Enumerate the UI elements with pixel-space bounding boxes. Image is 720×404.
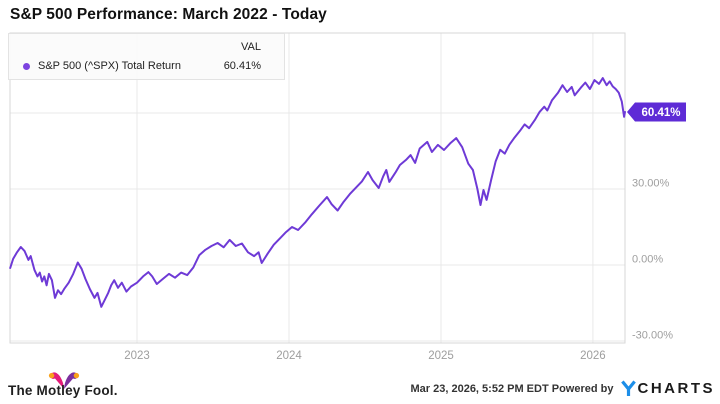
y-tick-label: 0.00%	[632, 254, 663, 266]
chart-attribution: Mar 23, 2026, 5:52 PM EDT Powered by CHA…	[411, 380, 716, 397]
x-tick-label: 2026	[580, 350, 606, 362]
value-tag-label: 60.41%	[641, 107, 680, 119]
y-tick-label: 30.00%	[632, 178, 670, 190]
value-tag	[627, 102, 686, 122]
legend-series-label: S&P 500 (^SPX) Total Return	[38, 60, 181, 72]
legend-series-value: 60.41%	[223, 60, 261, 72]
page-title: S&P 500 Performance: March 2022 - Today	[10, 6, 327, 23]
x-tick-label: 2023	[124, 350, 150, 362]
y-tick-label: -30.00%	[632, 330, 673, 342]
brand-wordmark: The Motley Fool.	[8, 383, 118, 398]
legend-header-row: VAL	[9, 39, 284, 55]
x-tick-label: 2024	[276, 350, 302, 362]
series-line	[9, 77, 626, 308]
powered-by-label: Powered by	[551, 382, 614, 395]
chart-timestamp: Mar 23, 2026, 5:52 PM EDT Powered by	[411, 383, 614, 395]
legend-series-row: S&P 500 (^SPX) Total Return 60.41%	[9, 58, 284, 74]
ycharts-wordmark: CHARTS	[637, 380, 715, 397]
ycharts-y-icon	[620, 380, 636, 396]
ycharts-logo: CHARTS	[620, 380, 716, 397]
legend-panel: VAL S&P 500 (^SPX) Total Return 60.41%	[8, 33, 285, 80]
motley-fool-logo: The Motley Fool.	[8, 382, 118, 400]
legend-val-header: VAL	[241, 41, 261, 53]
timestamp-text: Mar 23, 2026, 5:52 PM EDT	[410, 382, 549, 395]
series-dot-icon	[23, 62, 30, 70]
plot-border	[9, 32, 626, 344]
jester-hat-icon	[48, 372, 80, 389]
x-tick-label: 2025	[428, 350, 454, 362]
